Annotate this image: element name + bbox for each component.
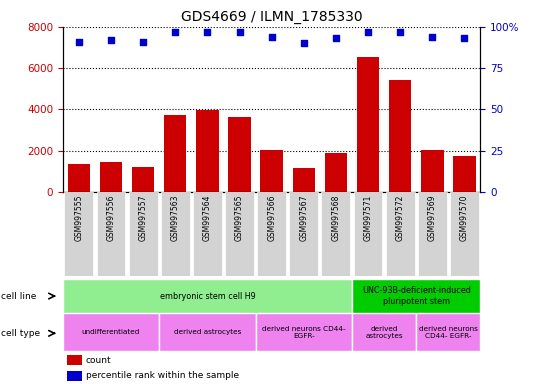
Text: GSM997565: GSM997565 bbox=[235, 195, 244, 241]
Bar bbox=[421, 150, 443, 192]
Bar bbox=[161, 192, 189, 276]
Bar bbox=[453, 156, 476, 192]
Text: percentile rank within the sample: percentile rank within the sample bbox=[86, 371, 239, 380]
Bar bbox=[164, 114, 187, 192]
Text: GSM997566: GSM997566 bbox=[267, 195, 276, 241]
Bar bbox=[354, 192, 383, 276]
Text: GSM997567: GSM997567 bbox=[299, 195, 308, 241]
Text: derived neurons
CD44- EGFR-: derived neurons CD44- EGFR- bbox=[419, 326, 478, 339]
Text: derived astrocytes: derived astrocytes bbox=[174, 329, 241, 335]
Bar bbox=[193, 192, 222, 276]
Bar bbox=[196, 111, 218, 192]
Bar bbox=[293, 168, 315, 192]
Bar bbox=[68, 164, 90, 192]
Text: embryonic stem cell H9: embryonic stem cell H9 bbox=[159, 291, 255, 301]
Point bbox=[428, 34, 437, 40]
Bar bbox=[256, 313, 352, 351]
Bar bbox=[63, 279, 352, 313]
Bar bbox=[225, 192, 254, 276]
Bar bbox=[418, 192, 447, 276]
Point bbox=[74, 39, 83, 45]
Bar bbox=[352, 313, 416, 351]
Point bbox=[299, 40, 308, 46]
Bar bbox=[450, 192, 479, 276]
Point bbox=[139, 39, 147, 45]
Bar bbox=[385, 192, 414, 276]
Title: GDS4669 / ILMN_1785330: GDS4669 / ILMN_1785330 bbox=[181, 10, 363, 25]
Point bbox=[460, 35, 469, 41]
Bar bbox=[257, 192, 286, 276]
Text: GSM997555: GSM997555 bbox=[74, 195, 84, 241]
Bar bbox=[322, 192, 351, 276]
Bar bbox=[63, 313, 159, 351]
Bar bbox=[100, 162, 122, 192]
Text: derived neurons CD44-
EGFR-: derived neurons CD44- EGFR- bbox=[262, 326, 346, 339]
Bar bbox=[228, 117, 251, 192]
Text: GSM997557: GSM997557 bbox=[139, 195, 147, 241]
Bar bbox=[289, 192, 318, 276]
Point bbox=[171, 29, 180, 35]
Bar bbox=[67, 371, 81, 381]
Point bbox=[396, 29, 405, 35]
Text: undifferentiated: undifferentiated bbox=[82, 329, 140, 335]
Bar bbox=[352, 279, 480, 313]
Bar bbox=[97, 192, 126, 276]
Text: derived
astrocytes: derived astrocytes bbox=[365, 326, 403, 339]
Text: GSM997564: GSM997564 bbox=[203, 195, 212, 241]
Text: GSM997570: GSM997570 bbox=[460, 195, 469, 241]
Text: GSM997563: GSM997563 bbox=[171, 195, 180, 241]
Text: count: count bbox=[86, 356, 111, 365]
Point bbox=[235, 29, 244, 35]
Text: cell line: cell line bbox=[1, 291, 37, 301]
Bar bbox=[260, 150, 283, 192]
Text: cell type: cell type bbox=[1, 329, 40, 338]
Point bbox=[106, 37, 115, 43]
Bar bbox=[357, 57, 379, 192]
Text: UNC-93B-deficient-induced
pluripotent stem: UNC-93B-deficient-induced pluripotent st… bbox=[362, 286, 471, 306]
Bar bbox=[64, 192, 93, 276]
Bar bbox=[416, 313, 480, 351]
Text: GSM997568: GSM997568 bbox=[331, 195, 340, 241]
Point bbox=[331, 35, 340, 41]
Bar bbox=[129, 192, 158, 276]
Bar bbox=[325, 153, 347, 192]
Point bbox=[364, 29, 372, 35]
Text: GSM997556: GSM997556 bbox=[106, 195, 116, 241]
Text: GSM997572: GSM997572 bbox=[396, 195, 405, 241]
Point bbox=[268, 34, 276, 40]
Bar bbox=[67, 355, 81, 365]
Point bbox=[203, 29, 212, 35]
Text: GSM997571: GSM997571 bbox=[364, 195, 372, 241]
Bar bbox=[132, 167, 155, 192]
Bar bbox=[389, 79, 411, 192]
Bar bbox=[159, 313, 256, 351]
Text: GSM997569: GSM997569 bbox=[428, 195, 437, 241]
